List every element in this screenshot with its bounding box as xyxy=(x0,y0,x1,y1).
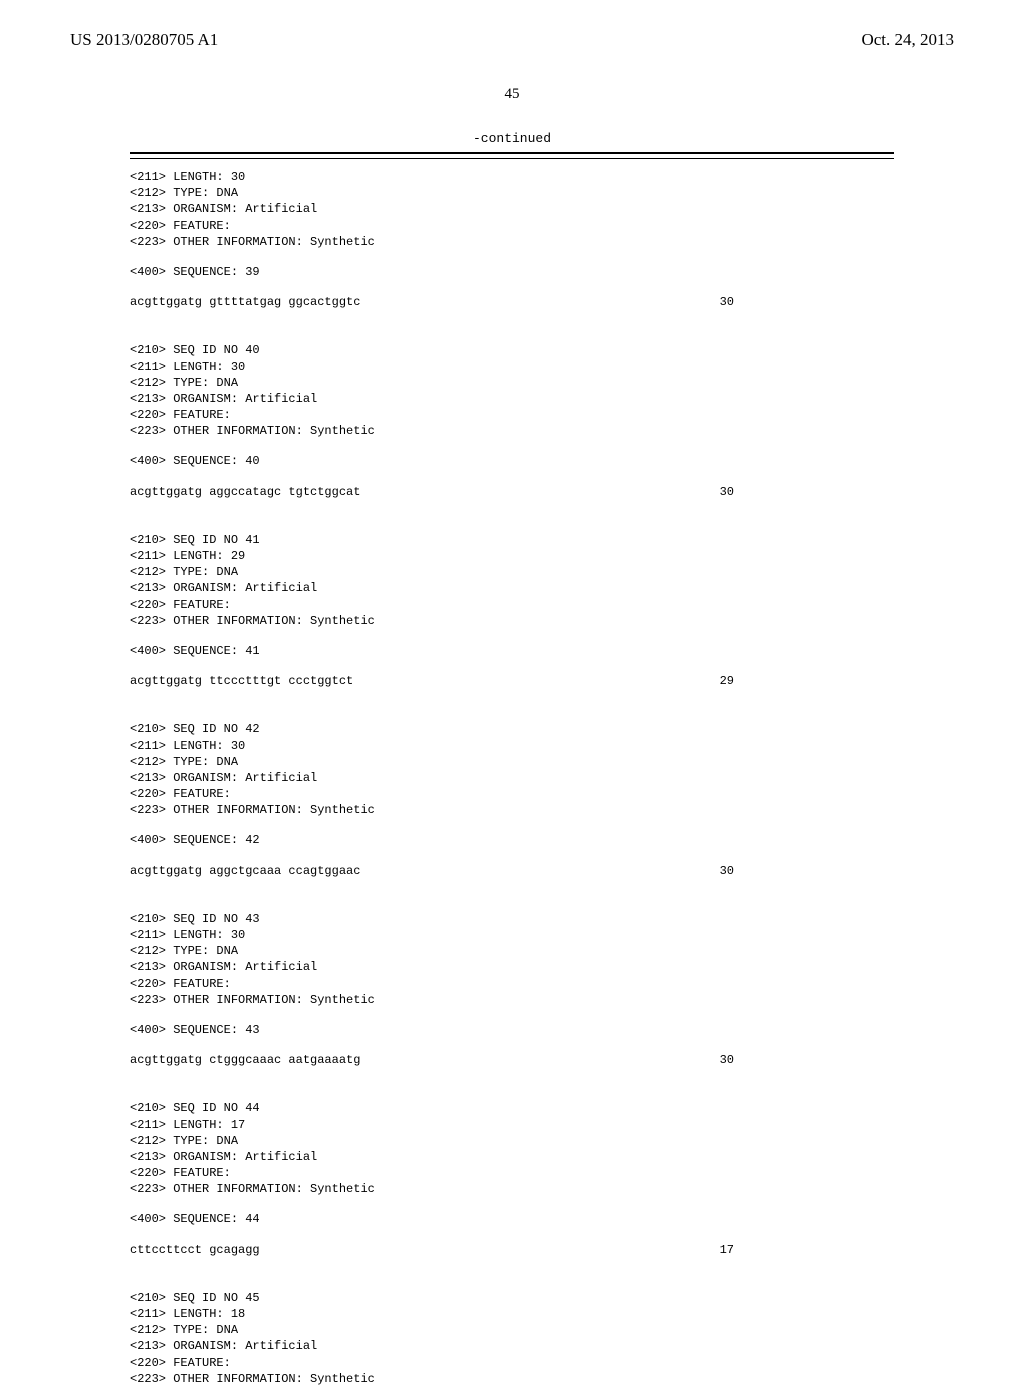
spacer xyxy=(130,1258,894,1272)
publication-number: US 2013/0280705 A1 xyxy=(70,30,218,50)
sequence-length: 29 xyxy=(720,673,894,689)
spacer xyxy=(130,659,894,673)
continued-label: -continued xyxy=(130,131,894,148)
sequence-entry: <210> SEQ ID NO 44<211> LENGTH: 17<212> … xyxy=(130,1100,894,1272)
meta-line: <220> FEATURE: xyxy=(130,597,894,613)
meta-line: <212> TYPE: DNA xyxy=(130,185,894,201)
meta-line: <212> TYPE: DNA xyxy=(130,754,894,770)
spacer xyxy=(130,310,894,324)
meta-line: <211> LENGTH: 17 xyxy=(130,1117,894,1133)
sequence-length: 30 xyxy=(720,863,894,879)
sequence-line: acgttggatg aggccatagc tgtctggcat 30 xyxy=(130,484,894,500)
meta-line: <213> ORGANISM: Artificial xyxy=(130,770,894,786)
meta-line: <211> LENGTH: 29 xyxy=(130,548,894,564)
sequence-line: cttccttcct gcagagg 17 xyxy=(130,1242,894,1258)
meta-line: <211> LENGTH: 30 xyxy=(130,169,894,185)
meta-line: <223> OTHER INFORMATION: Synthetic xyxy=(130,802,894,818)
sequence-line: acgttggatg ttccctttgt ccctggtct 29 xyxy=(130,673,894,689)
sequence-text: acgttggatg gttttatgag ggcactggtc xyxy=(130,294,360,310)
sequence-line: acgttggatg gttttatgag ggcactggtc 30 xyxy=(130,294,894,310)
meta-line: <220> FEATURE: xyxy=(130,407,894,423)
meta-line: <210> SEQ ID NO 43 xyxy=(130,911,894,927)
spacer xyxy=(130,250,894,264)
spacer xyxy=(130,1038,894,1052)
sequence-entry: <210> SEQ ID NO 45<211> LENGTH: 18<212> … xyxy=(130,1290,894,1387)
meta-line: <210> SEQ ID NO 42 xyxy=(130,721,894,737)
meta-line: <210> SEQ ID NO 45 xyxy=(130,1290,894,1306)
sequence-length: 17 xyxy=(720,1242,894,1258)
spacer xyxy=(130,1008,894,1022)
meta-line: <212> TYPE: DNA xyxy=(130,1322,894,1338)
meta-line: <223> OTHER INFORMATION: Synthetic xyxy=(130,992,894,1008)
meta-line: <220> FEATURE: xyxy=(130,976,894,992)
meta-line: <210> SEQ ID NO 44 xyxy=(130,1100,894,1116)
sequence-length: 30 xyxy=(720,1052,894,1068)
meta-line: <213> ORGANISM: Artificial xyxy=(130,580,894,596)
sequence-text: acgttggatg aggctgcaaa ccagtggaac xyxy=(130,863,360,879)
meta-line: <213> ORGANISM: Artificial xyxy=(130,391,894,407)
page-header: US 2013/0280705 A1 Oct. 24, 2013 xyxy=(0,0,1024,58)
spacer xyxy=(130,1068,894,1082)
meta-line: <220> FEATURE: xyxy=(130,1355,894,1371)
page-number: 45 xyxy=(0,86,1024,103)
sequence-listing: <211> LENGTH: 30<212> TYPE: DNA<213> ORG… xyxy=(130,169,894,1387)
spacer xyxy=(130,1197,894,1211)
meta-line: <210> SEQ ID NO 40 xyxy=(130,342,894,358)
sequence-header: <400> SEQUENCE: 44 xyxy=(130,1211,894,1227)
sequence-entry: <210> SEQ ID NO 42<211> LENGTH: 30<212> … xyxy=(130,721,894,893)
meta-line: <223> OTHER INFORMATION: Synthetic xyxy=(130,1181,894,1197)
spacer xyxy=(130,280,894,294)
meta-line: <223> OTHER INFORMATION: Synthetic xyxy=(130,423,894,439)
sequence-length: 30 xyxy=(720,484,894,500)
meta-line: <213> ORGANISM: Artificial xyxy=(130,1338,894,1354)
sequence-length: 30 xyxy=(720,294,894,310)
sequence-line: acgttggatg aggctgcaaa ccagtggaac 30 xyxy=(130,863,894,879)
sequence-entry: <210> SEQ ID NO 40<211> LENGTH: 30<212> … xyxy=(130,342,894,514)
sequence-header: <400> SEQUENCE: 39 xyxy=(130,264,894,280)
meta-line: <211> LENGTH: 30 xyxy=(130,927,894,943)
meta-line: <212> TYPE: DNA xyxy=(130,375,894,391)
spacer xyxy=(130,470,894,484)
meta-line: <213> ORGANISM: Artificial xyxy=(130,1149,894,1165)
sequence-header: <400> SEQUENCE: 41 xyxy=(130,643,894,659)
spacer xyxy=(130,1228,894,1242)
spacer xyxy=(130,689,894,703)
sequence-text: acgttggatg aggccatagc tgtctggcat xyxy=(130,484,360,500)
sequence-text: acgttggatg ctgggcaaac aatgaaaatg xyxy=(130,1052,360,1068)
meta-line: <223> OTHER INFORMATION: Synthetic xyxy=(130,234,894,250)
sequence-text: cttccttcct gcagagg xyxy=(130,1242,260,1258)
spacer xyxy=(130,879,894,893)
sequence-line: acgttggatg ctgggcaaac aatgaaaatg 30 xyxy=(130,1052,894,1068)
meta-line: <212> TYPE: DNA xyxy=(130,564,894,580)
sequence-header: <400> SEQUENCE: 42 xyxy=(130,832,894,848)
sequence-header: <400> SEQUENCE: 40 xyxy=(130,453,894,469)
meta-line: <220> FEATURE: xyxy=(130,218,894,234)
meta-line: <220> FEATURE: xyxy=(130,1165,894,1181)
sequence-entry: <211> LENGTH: 30<212> TYPE: DNA<213> ORG… xyxy=(130,169,894,324)
meta-line: <211> LENGTH: 30 xyxy=(130,359,894,375)
meta-line: <212> TYPE: DNA xyxy=(130,1133,894,1149)
meta-line: <223> OTHER INFORMATION: Synthetic xyxy=(130,613,894,629)
spacer xyxy=(130,849,894,863)
meta-line: <223> OTHER INFORMATION: Synthetic xyxy=(130,1371,894,1387)
meta-line: <213> ORGANISM: Artificial xyxy=(130,959,894,975)
sequence-entry: <210> SEQ ID NO 41<211> LENGTH: 29<212> … xyxy=(130,532,894,704)
sequence-header: <400> SEQUENCE: 43 xyxy=(130,1022,894,1038)
spacer xyxy=(130,500,894,514)
sequence-text: acgttggatg ttccctttgt ccctggtct xyxy=(130,673,353,689)
spacer xyxy=(130,629,894,643)
spacer xyxy=(130,818,894,832)
meta-line: <212> TYPE: DNA xyxy=(130,943,894,959)
spacer xyxy=(130,439,894,453)
sequence-entry: <210> SEQ ID NO 43<211> LENGTH: 30<212> … xyxy=(130,911,894,1083)
publication-date: Oct. 24, 2013 xyxy=(861,30,954,50)
horizontal-rule xyxy=(130,152,894,159)
meta-line: <210> SEQ ID NO 41 xyxy=(130,532,894,548)
meta-line: <220> FEATURE: xyxy=(130,786,894,802)
meta-line: <211> LENGTH: 30 xyxy=(130,738,894,754)
meta-line: <213> ORGANISM: Artificial xyxy=(130,201,894,217)
